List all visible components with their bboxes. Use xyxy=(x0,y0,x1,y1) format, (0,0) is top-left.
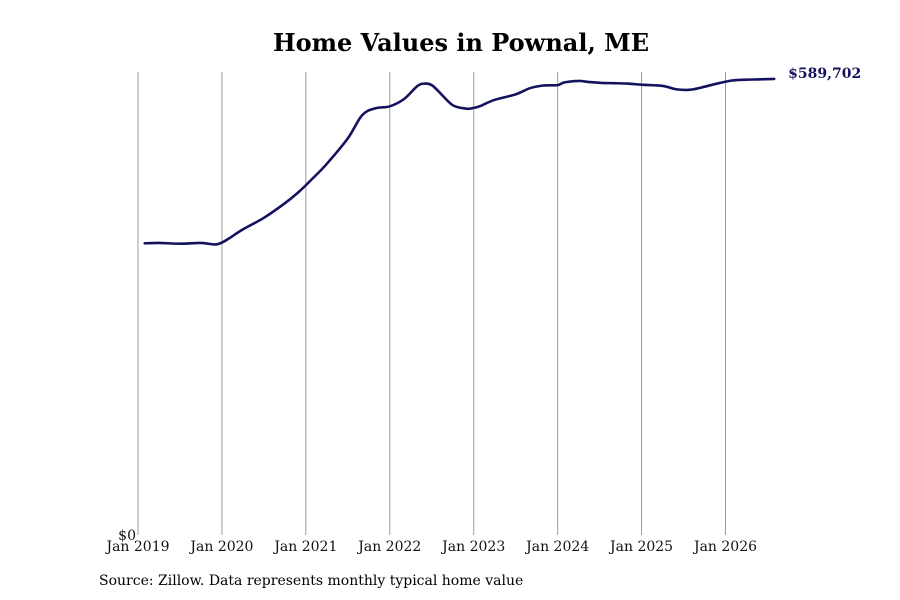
y-tick-label: $0 xyxy=(118,528,136,544)
source-note: Source: Zillow. Data represents monthly … xyxy=(99,573,524,589)
x-tick-label: Jan 2021 xyxy=(272,539,337,555)
x-tick-label: Jan 2019 xyxy=(104,539,169,555)
x-tick-label: Jan 2022 xyxy=(356,539,421,555)
x-tick-label: Jan 2023 xyxy=(440,539,505,555)
series-line-0 xyxy=(143,77,776,246)
x-tick-label: Jan 2026 xyxy=(692,539,757,555)
end-value-label: $589,702 xyxy=(788,66,861,82)
x-tick-label: Jan 2024 xyxy=(524,539,589,555)
x-tick-label: Jan 2025 xyxy=(608,539,673,555)
x-tick-label: Jan 2020 xyxy=(188,539,253,555)
chart-title: Home Values in Pownal, ME xyxy=(272,28,650,57)
